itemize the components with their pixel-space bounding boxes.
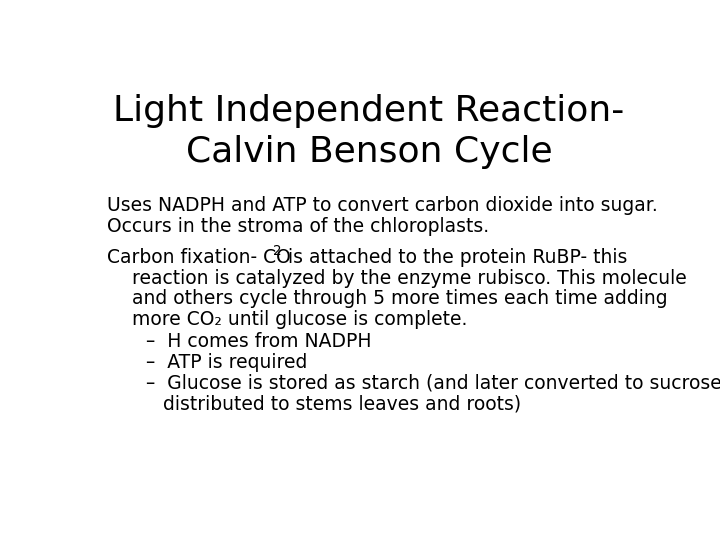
Text: distributed to stems leaves and roots): distributed to stems leaves and roots): [163, 394, 521, 413]
Text: –  H comes from NADPH: – H comes from NADPH: [145, 332, 372, 351]
Text: Occurs in the stroma of the chloroplasts.: Occurs in the stroma of the chloroplasts…: [107, 217, 489, 235]
Text: –  Glucose is stored as starch (and later converted to sucrose and: – Glucose is stored as starch (and later…: [145, 373, 720, 393]
Text: more CO₂ until glucose is complete.: more CO₂ until glucose is complete.: [132, 310, 467, 329]
Text: 2: 2: [273, 244, 282, 258]
Text: Carbon fixation- CO: Carbon fixation- CO: [107, 248, 290, 267]
Text: and others cycle through 5 more times each time adding: and others cycle through 5 more times ea…: [132, 289, 667, 308]
Text: reaction is catalyzed by the enzyme rubisco. This molecule: reaction is catalyzed by the enzyme rubi…: [132, 268, 687, 287]
Text: is attached to the protein RuBP- this: is attached to the protein RuBP- this: [282, 248, 627, 267]
Text: Light Independent Reaction-
Calvin Benson Cycle: Light Independent Reaction- Calvin Benso…: [113, 94, 625, 168]
Text: –  ATP is required: – ATP is required: [145, 353, 307, 372]
Text: Uses NADPH and ATP to convert carbon dioxide into sugar.: Uses NADPH and ATP to convert carbon dio…: [107, 196, 657, 215]
